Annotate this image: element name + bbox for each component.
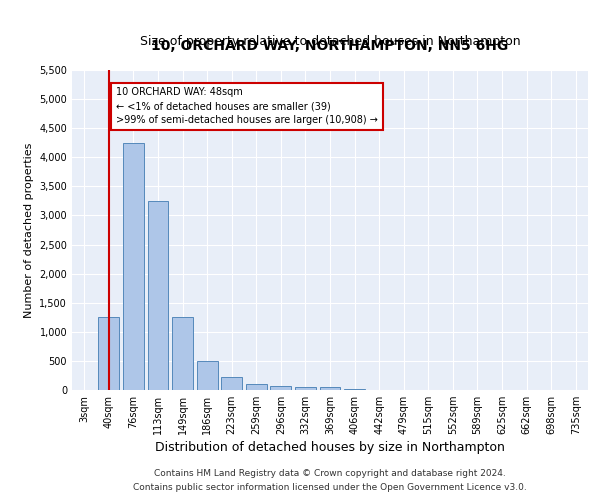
Bar [197,361,218,390]
Text: 10, ORCHARD WAY, NORTHAMPTON, NN5 6HG: 10, ORCHARD WAY, NORTHAMPTON, NN5 6HG [151,38,509,52]
Bar [172,318,193,390]
X-axis label: Distribution of detached houses by size in Northampton: Distribution of detached houses by size … [155,442,505,454]
Bar [295,387,316,390]
Bar [246,384,267,390]
Bar [98,318,119,390]
Title: Size of property relative to detached houses in Northampton: Size of property relative to detached ho… [140,35,520,48]
Text: Contains public sector information licensed under the Open Government Licence v3: Contains public sector information licen… [133,484,527,492]
Text: Contains HM Land Registry data © Crown copyright and database right 2024.: Contains HM Land Registry data © Crown c… [154,468,506,477]
Y-axis label: Number of detached properties: Number of detached properties [24,142,34,318]
Bar [221,377,242,390]
Text: 10 ORCHARD WAY: 48sqm
← <1% of detached houses are smaller (39)
>99% of semi-det: 10 ORCHARD WAY: 48sqm ← <1% of detached … [116,88,378,126]
Bar [320,387,340,390]
Bar [123,142,144,390]
Bar [271,386,292,390]
Bar [148,201,169,390]
